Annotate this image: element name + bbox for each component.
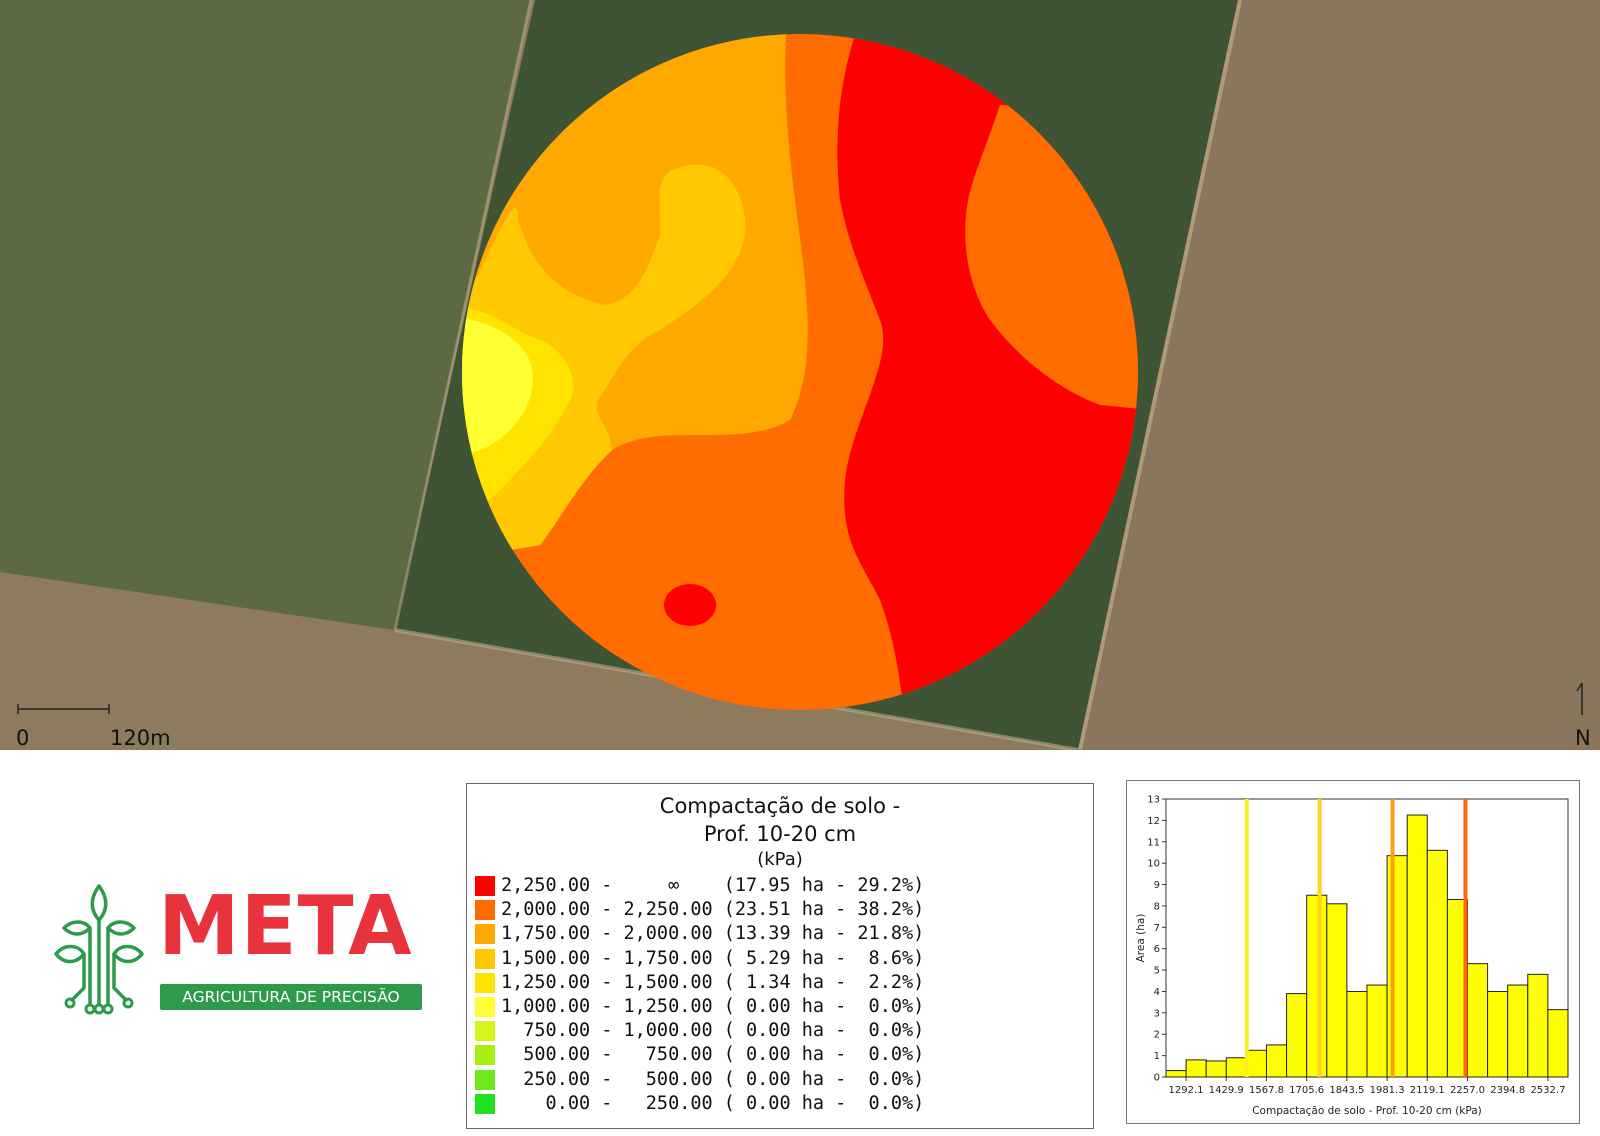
x-tick-label: 1981.3 — [1370, 1085, 1405, 1096]
histogram-panel: 0 1 2 3 4 5 6 7 8 9 10 11 12 13 1292.1 1429.9 1567.8 170… — [1126, 780, 1580, 1124]
scale-start-label: 0 — [16, 726, 29, 750]
legend-row-text: 0.00 - 250.00 ( 0.00 ha - 0.0%) — [501, 1092, 925, 1114]
histogram-bar — [1426, 849, 1448, 1078]
histogram-bar — [1527, 973, 1549, 1078]
y-tick-label: 7 — [1154, 923, 1160, 934]
legend-rows: 2,250.00 - ∞ (17.95 ha - 29.2%) 2,000.00… — [467, 874, 1093, 1116]
histogram-bar — [1466, 963, 1489, 1078]
north-arrow-icon — [1576, 682, 1583, 715]
scale-end-label: 120m — [110, 726, 171, 750]
legend-swatch — [475, 997, 495, 1018]
x-tick-label: 1292.1 — [1169, 1085, 1204, 1096]
y-axis-label: Area (ha) — [1135, 914, 1147, 963]
legend-title-line2: Prof. 10-20 cm — [703, 822, 857, 846]
field-right — [1082, 0, 1600, 750]
x-tick-label: 2257.0 — [1450, 1085, 1485, 1096]
histogram-bar — [1205, 1060, 1227, 1078]
legend-row-text: 1,000.00 - 1,250.00 ( 0.00 ha - 0.0%) — [501, 996, 925, 1018]
y-tick-label: 4 — [1154, 987, 1160, 998]
field-left — [0, 0, 530, 630]
histogram-bar — [1386, 855, 1408, 1078]
histogram-bar — [1406, 814, 1428, 1078]
legend-row: 1,000.00 - 1,250.00 ( 0.00 ha - 0.0%) — [475, 995, 1093, 1019]
compaction-zones[interactable] — [450, 20, 1150, 720]
legend-row-text: 500.00 - 750.00 ( 0.00 ha - 0.0%) — [501, 1044, 925, 1066]
legend-row-text: 2,250.00 - ∞ (17.95 ha - 29.2%) — [501, 875, 925, 897]
histogram-bar — [1487, 990, 1509, 1078]
legend-title-line1: Compactação de solo - — [659, 794, 901, 818]
x-tick-label: 2532.7 — [1530, 1085, 1565, 1096]
map-legend: Compactação de solo - Prof. 10-20 cm (kP… — [466, 783, 1094, 1129]
histogram-bar — [1165, 1070, 1187, 1078]
x-tick-label: 1843.5 — [1329, 1085, 1364, 1096]
north-arrow: N — [1575, 682, 1591, 750]
legend-row-text: 250.00 - 500.00 ( 0.00 ha - 0.0%) — [501, 1068, 925, 1090]
legend-swatch — [475, 924, 495, 945]
zone-light-yellow[interactable] — [450, 318, 533, 455]
legend-row-text: 1,500.00 - 1,750.00 ( 5.29 ha - 8.6%) — [501, 947, 925, 969]
logo-title: META — [158, 879, 413, 974]
legend-swatch — [475, 1069, 495, 1090]
y-tick-label: 2 — [1154, 1030, 1160, 1041]
y-tick-label: 11 — [1147, 837, 1160, 848]
legend-row: 250.00 - 500.00 ( 0.00 ha - 0.0%) — [475, 1068, 1093, 1092]
legend-row-text: 750.00 - 1,000.00 ( 0.00 ha - 0.0%) — [501, 1020, 925, 1042]
histogram-bar — [1286, 993, 1308, 1078]
y-tick-label: 13 — [1147, 795, 1160, 806]
legend-row: 1,500.00 - 1,750.00 ( 5.29 ha - 8.6%) — [475, 947, 1093, 971]
legend-swatch — [475, 900, 495, 921]
histogram-bar — [1185, 1059, 1207, 1078]
histogram-bar — [1346, 990, 1368, 1078]
x-tick-label: 1429.9 — [1209, 1085, 1244, 1096]
scale-bar: 0 120m — [16, 704, 171, 750]
legend-row: 2,000.00 - 2,250.00 (23.51 ha - 38.2%) — [475, 898, 1093, 922]
legend-row: 500.00 - 750.00 ( 0.00 ha - 0.0%) — [475, 1043, 1093, 1067]
histogram-bar — [1245, 1049, 1267, 1078]
legend-swatch — [475, 1093, 495, 1114]
histogram-bar — [1507, 984, 1529, 1078]
legend-swatch — [475, 876, 495, 897]
legend-swatch — [475, 948, 495, 969]
histogram-bar — [1265, 1044, 1288, 1078]
soil-compaction-map[interactable]: 0 120m N — [0, 0, 1600, 750]
legend-swatch — [475, 972, 495, 993]
y-tick-label: 0 — [1154, 1073, 1160, 1084]
histogram-bar — [1326, 903, 1348, 1078]
legend-row-text: 2,000.00 - 2,250.00 (23.51 ha - 38.2%) — [501, 899, 925, 921]
histogram-bar — [1366, 984, 1388, 1078]
legend-swatch — [475, 1045, 495, 1066]
plant-circuit-icon — [54, 884, 144, 1015]
histogram-bar — [1306, 894, 1328, 1078]
legend-row: 1,750.00 - 2,000.00 (13.39 ha - 21.8%) — [475, 922, 1093, 946]
histogram-bar — [1225, 1057, 1247, 1078]
y-tick-label: 8 — [1154, 901, 1160, 912]
logo-subtitle: AGRICULTURA DE PRECISÃO — [160, 984, 422, 1010]
zone-red-spot[interactable] — [664, 584, 716, 626]
x-axis-label: Compactação de solo - Prof. 10-20 cm (kP… — [1252, 1105, 1482, 1117]
legend-unit: (kPa) — [757, 849, 803, 870]
north-label: N — [1575, 726, 1591, 750]
legend-swatch — [475, 1021, 495, 1042]
x-tick-label: 2394.8 — [1490, 1085, 1525, 1096]
legend-row-text: 1,750.00 - 2,000.00 (13.39 ha - 21.8%) — [501, 923, 925, 945]
legend-row: 750.00 - 1,000.00 ( 0.00 ha - 0.0%) — [475, 1019, 1093, 1043]
y-tick-label: 1 — [1154, 1051, 1160, 1062]
y-tick-label: 5 — [1154, 966, 1160, 977]
y-tick-label: 3 — [1154, 1008, 1160, 1019]
legend-row: 1,250.00 - 1,500.00 ( 1.34 ha - 2.2%) — [475, 971, 1093, 995]
y-tick-label: 12 — [1147, 816, 1160, 827]
legend-row: 2,250.00 - ∞ (17.95 ha - 29.2%) — [475, 874, 1093, 898]
x-tick-label: 1567.8 — [1249, 1085, 1284, 1096]
x-tick-label: 1705.6 — [1289, 1085, 1324, 1096]
x-tick-label: 2119.1 — [1410, 1085, 1445, 1096]
y-tick-label: 9 — [1154, 880, 1160, 891]
histogram-bar — [1547, 1009, 1569, 1078]
y-tick-label: 6 — [1154, 944, 1160, 955]
meta-logo: META AGRICULTURA DE PRECISÃO — [50, 884, 430, 1024]
legend-row: 0.00 - 250.00 ( 0.00 ha - 0.0%) — [475, 1092, 1093, 1116]
y-tick-label: 10 — [1147, 859, 1160, 870]
legend-row-text: 1,250.00 - 1,500.00 ( 1.34 ha - 2.2%) — [501, 971, 925, 993]
